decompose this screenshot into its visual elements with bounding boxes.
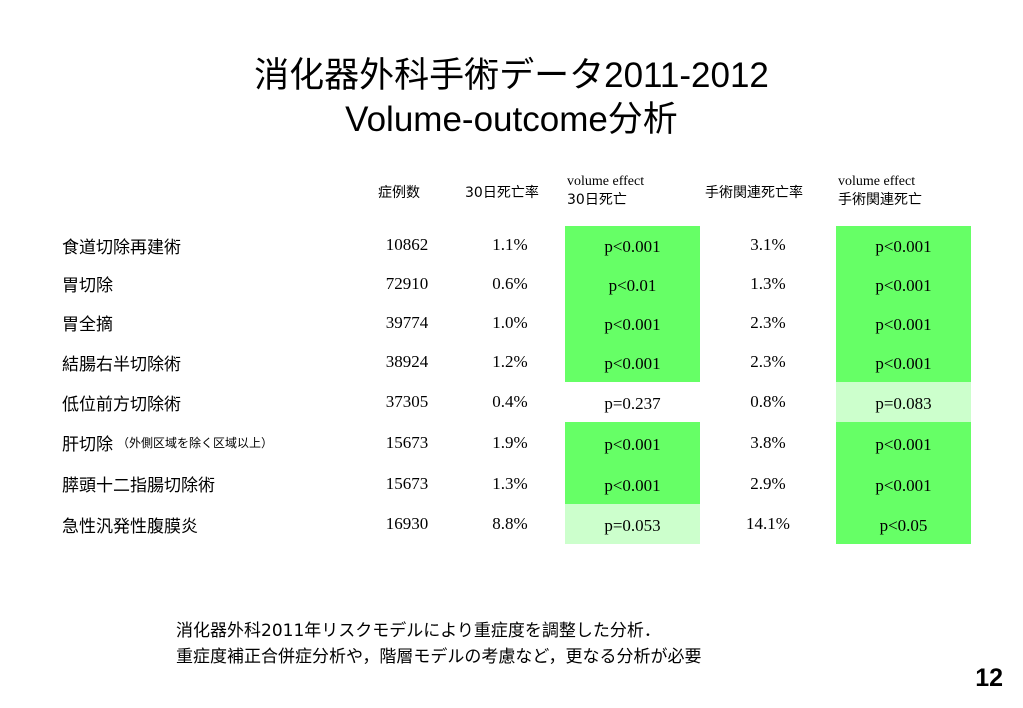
table-row: 食道切除再建術 10862 1.1% p<0.001 3.1% p<0.001 [0,226,1023,264]
procedure-name: 低位前方切除術 [62,382,181,422]
procedure-name: 結腸右半切除術 [62,342,181,382]
procedure-name: 胃切除 [62,264,113,303]
header-cases: 症例数 [378,185,420,201]
header-volume-effect-op: volume effect 手術関連死亡 [838,172,922,210]
mortality30-cell: 1.9% [492,432,528,452]
table-row: 肝切除 （外側区域を除く区域以上） 15673 1.9% p<0.001 3.8% p<0.… [0,422,1023,463]
procedure-label: 胃切除 [62,276,113,296]
volume-effect-op-cell: p<0.001 [836,303,971,342]
volume-effect-30-cell: p<0.001 [565,342,700,382]
volume-effect-30-cell: p<0.01 [565,264,700,303]
mortality30-cell: 1.3% [492,473,528,493]
cases-cell: 72910 [385,273,429,293]
volume-effect-30-cell: p<0.001 [565,422,700,463]
footnote-line2: 重症度補正合併症分析や，階層モデルの考慮など，更なる分析が必要 [176,647,702,667]
procedure-label: 肝切除 [62,435,113,455]
mortality30-cell: 0.6% [492,273,528,293]
slide-title-line2: Volume-outcome分析 [345,100,678,139]
header-volume-effect-op-line2: 手術関連死亡 [838,192,922,208]
procedure-label: 急性汎発性腹膜炎 [62,516,198,537]
cases-cell: 16930 [385,514,429,533]
volume-effect-op-cell: p<0.001 [836,226,971,264]
table-row: 胃切除 72910 0.6% p<0.01 1.3% p<0.001 [0,264,1023,303]
cases-cell: 37305 [385,392,429,411]
header-volume-effect-30-line2: 30日死亡 [567,192,627,208]
volume-effect-30-cell: p=0.237 [604,394,661,413]
op-mortality-cell: 1.3% [750,273,786,293]
slide-title-line1: 消化器外科手術データ2011-2012 [254,56,769,95]
op-mortality-cell: 14.1% [746,514,790,533]
table-row: 膵頭十二指腸切除術 15673 1.3% p<0.001 2.9% p<0.001 [0,463,1023,504]
volume-effect-op-cell: p<0.001 [836,342,971,382]
cases-cell: 38924 [385,352,429,371]
procedure-label: 結腸右半切除術 [62,354,181,375]
cases-cell: 15673 [385,473,429,493]
volume-effect-30-cell: p<0.001 [565,463,700,504]
volume-effect-30-cell: p=0.053 [565,504,700,544]
mortality30-cell: 0.4% [492,392,528,411]
procedure-name: 膵頭十二指腸切除術 [62,463,215,504]
cases-cell: 39774 [385,312,429,332]
header-op-mortality: 手術関連死亡率 [705,185,803,201]
volume-effect-30-cell: p<0.001 [565,226,700,264]
table-row: 結腸右半切除術 38924 1.2% p<0.001 2.3% p<0.001 [0,342,1023,382]
mortality30-cell: 1.1% [492,235,528,254]
procedure-label: 食道切除再建術 [62,237,181,258]
volume-effect-op-cell: p<0.001 [836,422,971,463]
op-mortality-cell: 2.3% [750,352,786,371]
header-volume-effect-30-line1: volume effect [567,174,645,189]
op-mortality-cell: 2.3% [750,312,786,332]
header-mortality30: 30日死亡率 [465,185,539,201]
op-mortality-cell: 3.1% [750,235,786,254]
procedure-label: 低位前方切除術 [62,394,181,415]
table-row: 胃全摘 39774 1.0% p<0.001 2.3% p<0.001 [0,303,1023,342]
table-row: 急性汎発性腹膜炎 16930 8.8% p=0.053 14.1% p<0.05 [0,504,1023,544]
op-mortality-cell: 3.8% [750,432,786,452]
procedure-label: 胃全摘 [62,315,113,335]
procedure-label: 膵頭十二指腸切除術 [62,476,215,496]
cases-cell: 15673 [385,432,429,452]
op-mortality-cell: 2.9% [750,473,786,493]
volume-effect-op-cell: p<0.001 [836,264,971,303]
table-row: 低位前方切除術 37305 0.4% p=0.237 0.8% p=0.083 [0,382,1023,422]
op-mortality-cell: 0.8% [750,392,786,411]
page-number: 12 [975,664,1003,692]
procedure-note: （外側区域を除く区域以上） [117,436,274,450]
mortality30-cell: 1.0% [492,312,528,332]
footnote-line1: 消化器外科2011年リスクモデルにより重症度を調整した分析． [176,621,661,641]
mortality30-cell: 1.2% [492,352,528,371]
volume-effect-op-cell: p=0.083 [836,382,971,422]
procedure-name: 肝切除 （外側区域を除く区域以上） [62,422,273,463]
volume-effect-op-cell: p<0.05 [836,504,971,544]
header-volume-effect-op-line1: volume effect [838,174,916,189]
cases-cell: 10862 [385,235,429,254]
procedure-name: 胃全摘 [62,303,113,342]
volume-effect-op-cell: p<0.001 [836,463,971,504]
procedure-name: 急性汎発性腹膜炎 [62,504,198,544]
mortality30-cell: 8.8% [492,514,528,533]
header-volume-effect-30: volume effect 30日死亡 [567,172,644,210]
procedure-name: 食道切除再建術 [62,226,181,264]
volume-effect-30-cell: p<0.001 [565,303,700,342]
